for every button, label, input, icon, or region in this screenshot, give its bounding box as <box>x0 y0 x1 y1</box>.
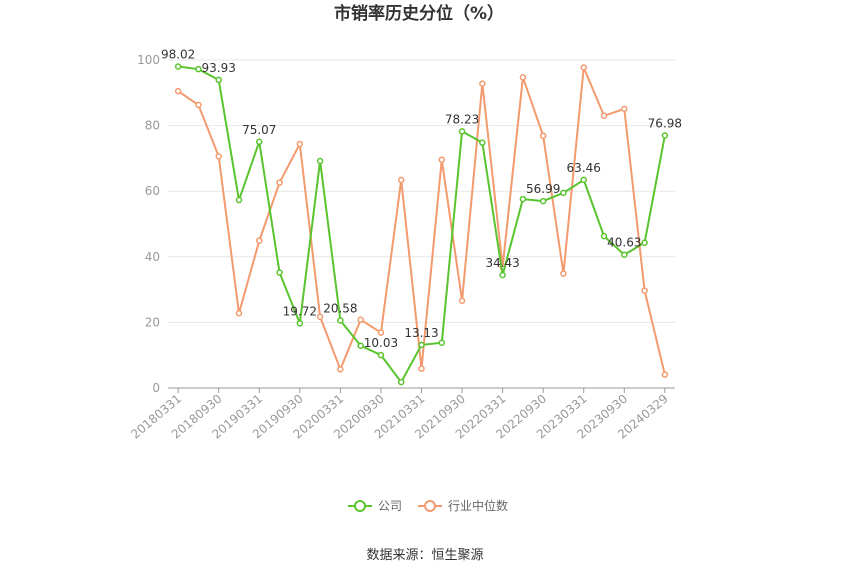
data-label: 19.72 <box>283 304 317 318</box>
y-tick-label: 40 <box>145 250 160 264</box>
data-label: 56.99 <box>526 182 560 196</box>
data-point <box>539 132 547 140</box>
data-label: 75.07 <box>242 123 276 137</box>
data-point <box>195 65 202 73</box>
data-label: 98.02 <box>161 47 195 61</box>
data-point <box>600 112 608 120</box>
data-label: 34.43 <box>485 256 519 270</box>
data-point <box>256 138 263 146</box>
data-point <box>438 156 446 163</box>
data-point <box>337 366 344 373</box>
chart-title: 市销率历史分位（%） <box>334 3 504 24</box>
data-label: 13.13 <box>404 326 438 340</box>
data-label: 93.93 <box>202 61 236 75</box>
data-point <box>641 239 648 246</box>
legend-marker <box>354 500 366 512</box>
data-point <box>276 179 283 186</box>
y-tick-label: 80 <box>145 119 160 133</box>
legend-label: 公司 <box>378 499 402 513</box>
data-label: 63.46 <box>567 161 601 175</box>
data-point <box>580 176 587 184</box>
series-group <box>174 63 669 386</box>
data-point <box>418 341 425 349</box>
data-point <box>458 128 466 135</box>
data-point <box>479 80 486 87</box>
data-point <box>539 197 547 205</box>
y-tick-label: 100 <box>137 53 160 67</box>
data-point <box>357 316 364 324</box>
data-point <box>519 195 527 203</box>
data-point <box>377 351 385 359</box>
data-point <box>174 63 182 70</box>
data-labels: 98.02 93.93 75.07 19.72 20.58 10.03 13.13 78.23… <box>161 47 682 350</box>
data-point <box>256 237 263 244</box>
data-point <box>519 74 527 81</box>
data-point <box>377 329 385 336</box>
series-industry-median <box>174 64 669 378</box>
grid-lines <box>168 59 675 323</box>
legend[interactable]: 公司 行业中位数 <box>348 498 508 513</box>
data-point <box>397 378 405 386</box>
data-point <box>580 64 587 71</box>
y-tick-label: 60 <box>145 184 160 198</box>
data-point <box>235 309 243 317</box>
legend-item-industry-median[interactable]: 行业中位数 <box>418 498 508 513</box>
data-point <box>215 153 222 160</box>
data-source: 数据来源：恒生聚源 <box>366 548 483 563</box>
data-point <box>600 232 608 240</box>
data-point <box>195 101 202 109</box>
data-point <box>357 342 364 349</box>
data-point <box>174 87 182 95</box>
data-point <box>438 339 446 346</box>
data-label: 20.58 <box>323 301 357 315</box>
data-point <box>296 320 304 327</box>
y-tick-label: 0 <box>152 381 160 395</box>
legend-item-company[interactable]: 公司 <box>348 499 402 513</box>
legend-label: 行业中位数 <box>448 498 508 513</box>
data-point <box>560 270 567 277</box>
y-axis: 0 20 40 60 80 100 <box>137 53 160 395</box>
data-point <box>499 271 506 279</box>
data-point <box>458 297 466 305</box>
data-point <box>661 371 669 378</box>
series-company <box>174 63 669 386</box>
x-axis: 2018033120180930201903312019093020200331… <box>128 387 675 442</box>
y-tick-label: 20 <box>145 315 160 329</box>
data-label: 10.03 <box>364 336 398 350</box>
data-point <box>621 251 628 258</box>
data-point <box>479 139 486 146</box>
data-point <box>397 176 405 184</box>
data-label: 76.98 <box>648 117 682 131</box>
data-point <box>418 365 425 372</box>
data-point <box>337 317 344 324</box>
data-label: 78.23 <box>445 112 479 126</box>
data-point <box>316 313 324 321</box>
data-point <box>296 140 304 148</box>
data-point <box>276 269 283 276</box>
data-label: 40.63 <box>607 236 641 250</box>
data-point <box>621 105 628 113</box>
legend-marker <box>424 500 436 512</box>
data-point <box>316 157 324 165</box>
data-point <box>560 189 567 197</box>
data-point <box>641 287 648 294</box>
data-point <box>215 76 222 84</box>
data-point <box>661 132 669 139</box>
data-point <box>235 196 243 204</box>
